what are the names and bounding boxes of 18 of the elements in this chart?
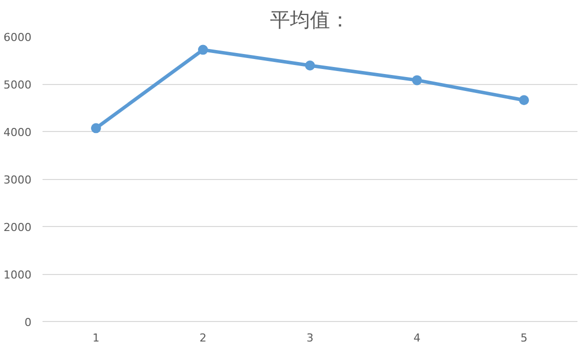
- y-tick-label: 1000: [4, 268, 32, 282]
- x-tick-label: 4: [414, 332, 420, 344]
- point: [412, 75, 422, 86]
- x-tick-label: 5: [520, 332, 528, 344]
- y-tick-label: 0: [24, 316, 32, 329]
- y-tick-label: 5000: [4, 78, 32, 92]
- chart-title: 平均值：: [270, 8, 350, 32]
- y-tick-label: 3000: [4, 174, 32, 186]
- x-tick-label: 2: [200, 332, 206, 344]
- y-tick-label: 6000: [4, 31, 32, 44]
- point: [198, 44, 208, 55]
- point: [91, 123, 101, 134]
- point: [519, 95, 529, 106]
- y-tick-label: 2000: [4, 221, 32, 234]
- point: [305, 60, 315, 70]
- x-tick-label: 1: [92, 332, 100, 344]
- x-tick-label: 3: [306, 332, 314, 344]
- y-tick-label: 4000: [4, 126, 32, 139]
